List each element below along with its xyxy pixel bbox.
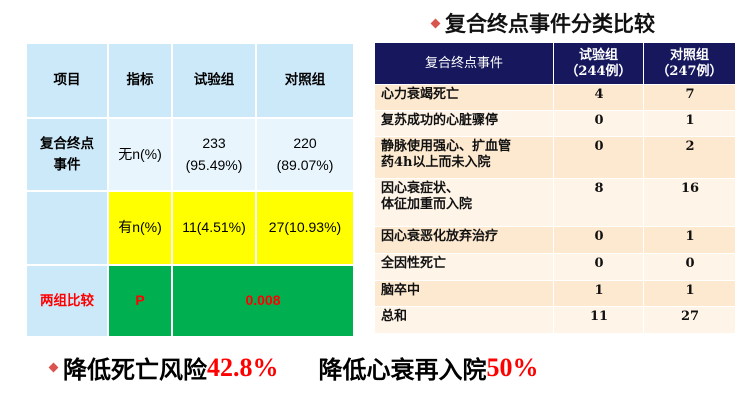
event-name: 因心衰恶化放弃治疗 [374,226,554,254]
trial-count: 0 [553,136,644,179]
outcome-summary-table: 项目 指标 试验组 对照组 复合终点事件 无n(%) 233 (95.49%) … [25,42,355,338]
mortality-reduction-value: 42.8% [207,352,279,382]
header-indicator: 指标 [107,42,173,119]
event-name: 复苏成功的心脏骤停 [374,110,554,137]
summary-line: 降低死亡风险 42.8% 降低心衰再入院 50% [48,350,539,385]
control-count: 16 [643,178,736,227]
event-name: 静脉使用强心、扩血管 药4h以上而未入院 [374,136,554,179]
table-row: 复苏成功的心脏骤停 0 1 [374,110,736,137]
trial-none-value: 233 (95.49%) [171,117,257,192]
comparison-label: 两组比较 [25,264,109,338]
table-row: 全因性死亡 0 0 [374,253,736,281]
readmission-reduction-label: 降低心衰再入院 [318,355,487,384]
event-name: 因心衰症状、 体征加重而入院 [374,178,554,227]
header-trial: 试验组 （244例） [553,42,644,85]
header-control: 对照组 （247例） [643,42,736,85]
indicator-yes: 有n(%) [107,190,173,266]
row-group-label-text: 复合终点事件 [40,135,94,173]
event-name: 总和 [374,306,554,334]
table-row: 静脉使用强心、扩血管 药4h以上而未入院 0 2 [374,136,736,179]
section-title-text: 复合终点事件分类比较 [445,12,655,36]
trial-count: 0 [553,226,644,254]
trial-count: 1 [553,280,644,307]
table-row: 心力衰竭死亡 4 7 [374,84,736,111]
header-control-name: 对照组 [669,47,709,63]
header-control-count: （247例） [656,63,723,79]
header-event: 复合终点事件 [374,42,554,85]
section-title: 复合终点事件分类比较 [430,8,655,38]
control-count: 27 [643,306,736,334]
control-yes-value: 27(10.93%) [255,190,355,266]
table-row: 脑卒中 1 1 [374,280,736,307]
event-name-line2: 体征加重而入院 [381,197,473,213]
row-group-label: 复合终点事件 [25,117,109,192]
header-control-group: 对照组 [255,42,355,119]
trial-none-count: 233 [202,134,226,151]
indicator-none: 无n(%) [107,117,173,192]
control-count: 1 [643,226,736,254]
event-name-line2: 药4h以上而未入院 [381,155,491,171]
trial-none-percent: (95.49%) [185,156,243,173]
event-name-line1: 因心衰症状、 [381,181,460,196]
diamond-bullet-icon [430,18,441,28]
row-group-label-continued [25,190,109,266]
table-row: 因心衰症状、 体征加重而入院 8 16 [374,178,736,227]
trial-count: 11 [553,306,644,334]
control-none-value: 220 (89.07%) [255,117,355,192]
control-none-count: 220 [293,134,317,151]
event-name: 全因性死亡 [374,253,554,281]
mortality-reduction-label: 降低死亡风险 [63,355,207,384]
event-name: 心力衰竭死亡 [374,84,554,111]
p-value: 0.008 [171,264,355,338]
trial-count: 0 [553,110,644,137]
table-row: 因心衰恶化放弃治疗 0 1 [374,226,736,254]
control-count: 1 [643,110,736,137]
trial-count: 8 [553,178,644,227]
trial-yes-value: 11(4.51%) [171,190,257,266]
readmission-reduction-value: 50% [486,352,539,382]
p-label: P [107,264,173,338]
control-count: 2 [643,136,736,179]
event-name-line1: 静脉使用强心、扩血管 [381,139,512,154]
header-trial-group: 试验组 [171,42,257,119]
control-none-percent: (89.07%) [276,156,334,173]
control-count: 0 [643,253,736,281]
trial-count: 4 [553,84,644,111]
header-trial-name: 试验组 [578,47,618,63]
control-count: 1 [643,280,736,307]
event-classification-table: 复合终点事件 试验组 （244例） 对照组 （247例） 心力衰竭死亡 4 7 … [374,42,736,334]
event-name: 脑卒中 [374,280,554,307]
control-count: 7 [643,84,736,111]
trial-count: 0 [553,253,644,281]
header-item: 项目 [25,42,109,119]
header-trial-count: （244例） [565,63,632,79]
diamond-bullet-icon [48,362,59,373]
table-row-total: 总和 11 27 [374,306,736,334]
